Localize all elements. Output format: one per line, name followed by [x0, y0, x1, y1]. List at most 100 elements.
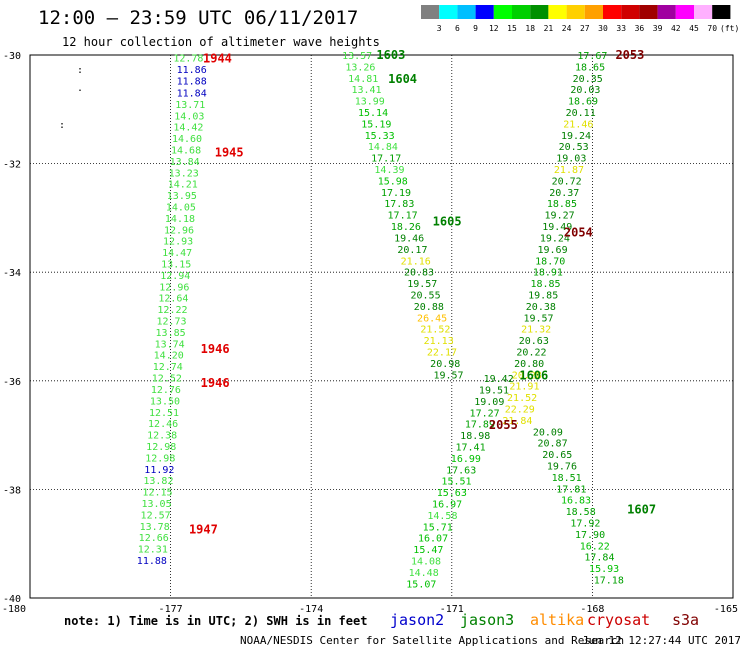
wave-height-point: 12.64 — [158, 294, 188, 305]
wave-height-point: 21.52 — [420, 325, 450, 336]
wave-height-point: 20.37 — [549, 188, 579, 199]
footer-timestamp: Jun 12 12:27:44 UTC 2017 — [582, 634, 740, 647]
satellite-legend: jason2 jason3 altika cryosat s3a — [390, 611, 699, 629]
wave-height-point: 20.63 — [519, 336, 549, 347]
wave-height-point: 13.41 — [351, 85, 381, 96]
wave-height-point: 21.32 — [521, 325, 551, 336]
pass-number-label: 1605 — [433, 215, 462, 229]
wave-height-point: 12.93 — [163, 237, 193, 248]
wave-height-point: 26.45 — [417, 313, 447, 324]
wave-height-point: 20.03 — [570, 85, 600, 96]
wave-height-point: 14.03 — [174, 111, 204, 122]
wave-height-point: 13.50 — [150, 396, 180, 407]
wave-height-point: 15.07 — [406, 579, 436, 590]
wave-height-point: 13.26 — [345, 62, 375, 73]
wave-height-point: 12.57 — [141, 510, 171, 521]
wave-height-point: 15.47 — [413, 545, 443, 556]
wave-height-point: 18.91 — [533, 268, 563, 279]
wave-height-point: 17.63 — [446, 465, 476, 476]
wave-height-point: 19.57 — [407, 279, 437, 290]
wave-height-point: 20.83 — [404, 268, 434, 279]
wave-height-point: 14.20 — [154, 351, 184, 362]
color-scale-swatch — [421, 5, 440, 19]
grid-lines — [30, 55, 733, 598]
wave-height-point: 14.39 — [374, 165, 404, 176]
color-scale-label: 27 — [580, 24, 590, 33]
wave-height-point: 22.29 — [505, 404, 535, 415]
wave-height-point: 14.18 — [165, 214, 195, 225]
stray-mark: . — [77, 83, 83, 94]
color-scale-swatch — [712, 5, 731, 19]
wave-height-point: 12.78 — [173, 54, 203, 65]
color-scale-unit: (ft) — [720, 24, 739, 33]
wave-height-point: 18.65 — [575, 62, 605, 73]
pass-number-label: 2053 — [615, 48, 644, 62]
pass-number-label: 1945 — [215, 146, 244, 160]
wave-height-point: 20.17 — [397, 245, 427, 256]
y-tick-label: -36 — [3, 377, 21, 388]
wave-height-point: 14.60 — [172, 134, 202, 145]
wave-height-point: 15.98 — [378, 176, 408, 187]
wave-height-point: 18.85 — [530, 279, 560, 290]
wave-height-point: 19.76 — [547, 462, 577, 473]
wave-height-point: 20.11 — [566, 108, 596, 119]
color-scale-swatch — [584, 5, 603, 19]
color-scale-label: 21 — [544, 24, 554, 33]
wave-height-point: 13.74 — [155, 339, 185, 350]
color-scale-swatch — [548, 5, 567, 19]
x-tick-label: -165 — [714, 604, 738, 615]
wave-height-point: 11.84 — [177, 88, 207, 99]
color-scale-label: 24 — [562, 24, 572, 33]
wave-height-point: 12.52 — [152, 374, 182, 385]
wave-height-point: 13.57 — [342, 51, 372, 62]
wave-height-point: 14.58 — [427, 511, 457, 522]
color-scale-label: 70 — [707, 24, 717, 33]
wave-height-point: 20.88 — [414, 302, 444, 313]
pass-number-label: 1946 — [201, 342, 230, 356]
wave-height-point: 12.98 — [146, 442, 176, 453]
wave-height-point: 15.71 — [423, 522, 453, 533]
wave-height-point: 20.28 — [512, 370, 542, 381]
wave-height-point: 13.05 — [141, 499, 171, 510]
pass-number-label: 1606 — [519, 368, 548, 382]
stray-mark: : — [77, 65, 83, 76]
wave-height-point: 13.15 — [161, 260, 191, 271]
wave-height-point: 22.17 — [427, 347, 457, 358]
wave-height-point: 17.27 — [470, 408, 500, 419]
pass-number-label: 1603 — [376, 48, 405, 62]
wave-height-point: 21.13 — [424, 336, 454, 347]
wave-height-point: 15.63 — [437, 488, 467, 499]
footer-note: note: 1) Time is in UTC; 2) SWH is in fe… — [64, 614, 367, 628]
wave-height-point: 12.76 — [151, 385, 181, 396]
color-scale-label: 12 — [489, 24, 499, 33]
wave-height-point: 13.95 — [167, 191, 197, 202]
wave-height-point: 13.71 — [175, 100, 205, 111]
color-scale-swatch — [603, 5, 622, 19]
wave-height-point: 18.98 — [460, 431, 490, 442]
wave-height-point: 12.74 — [153, 362, 183, 373]
color-scale-swatch — [675, 5, 694, 19]
wave-height-point: 14.84 — [368, 142, 398, 153]
satellite-legend-jason3: jason3 — [460, 611, 514, 629]
color-scale-label: 3 — [437, 24, 442, 33]
x-tick-label: -168 — [580, 604, 604, 615]
wave-height-point: 11.88 — [177, 77, 207, 88]
wave-height-point: 20.65 — [542, 450, 572, 461]
wave-height-point: 11.86 — [177, 65, 207, 76]
pass-number-label: 1946 — [201, 376, 230, 390]
wave-height-point: 21.52 — [507, 393, 537, 404]
wave-height-point: 18.69 — [568, 97, 598, 108]
wave-height-point: 21.84 — [502, 416, 532, 427]
wave-height-point: 19.46 — [394, 233, 424, 244]
wave-height-point: 13.23 — [169, 168, 199, 179]
wave-height-point: 19.27 — [545, 211, 575, 222]
wave-height-point: 18.26 — [391, 222, 421, 233]
wave-height-point: 19.09 — [474, 397, 504, 408]
color-scale-label: 6 — [455, 24, 460, 33]
wave-height-point: 19.24 — [561, 131, 591, 142]
wave-height-point: 14.68 — [171, 145, 201, 156]
wave-height-point: 13.85 — [156, 328, 186, 339]
color-scale-label: 42 — [671, 24, 681, 33]
wave-height-point: 17.41 — [455, 443, 485, 454]
